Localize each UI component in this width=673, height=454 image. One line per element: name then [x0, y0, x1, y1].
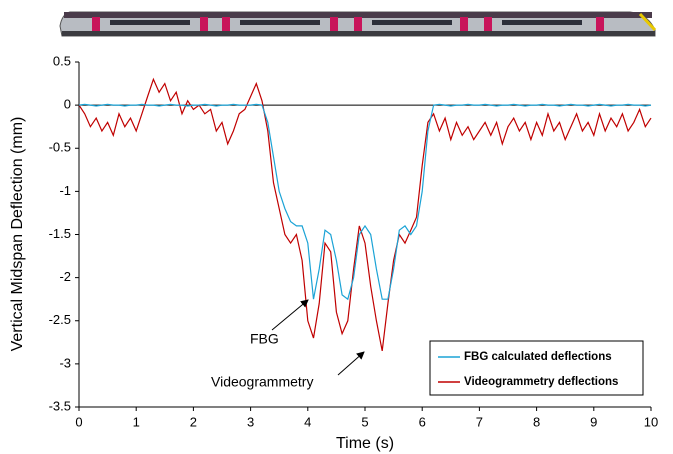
x-tick-label: 2 [190, 414, 197, 429]
x-tick-label: 6 [419, 414, 426, 429]
y-tick-label: -3.5 [49, 398, 71, 413]
x-tick-label: 3 [247, 414, 254, 429]
y-tick-label: 0 [64, 97, 71, 112]
x-tick-label: 5 [361, 414, 368, 429]
x-axis-label: Time (s) [336, 435, 394, 452]
y-tick-label: -2.5 [49, 312, 71, 327]
y-tick-label: -2 [59, 269, 71, 284]
series-line [78, 103, 652, 301]
annotation-arrow [337, 351, 365, 376]
y-tick-label: -3 [59, 355, 71, 370]
legend-label: FBG calculated deflections [464, 351, 612, 363]
y-axis-label: Vertical Midspan Deflection (mm) [9, 117, 26, 352]
annotation: Videogrammetry [211, 374, 313, 390]
x-tick-label: 10 [644, 414, 658, 429]
annotation-arrow [271, 299, 309, 331]
x-tick-label: 0 [75, 414, 82, 429]
y-tick-label: -0.5 [49, 140, 71, 155]
series-line [78, 77, 652, 352]
y-tick-label: 0.5 [53, 53, 71, 68]
y-tick-label: -1 [59, 183, 71, 198]
legend-label: Videogrammetry deflections [464, 376, 618, 388]
x-tick-label: 4 [304, 414, 311, 429]
annotation: FBG [250, 331, 279, 347]
x-tick-label: 7 [476, 414, 483, 429]
x-tick-label: 1 [133, 414, 140, 429]
y-tick-label: -1.5 [49, 226, 71, 241]
legend-box [429, 340, 644, 396]
x-tick-label: 8 [533, 414, 540, 429]
x-tick-label: 9 [590, 414, 597, 429]
train-image [59, 11, 657, 37]
